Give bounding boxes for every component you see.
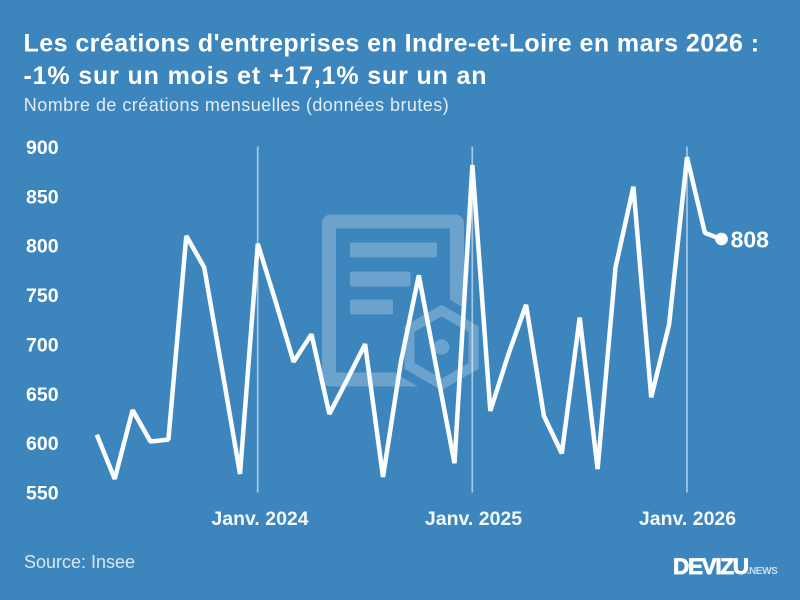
svg-text:700: 700: [26, 334, 59, 356]
svg-text:808: 808: [731, 227, 770, 253]
svg-text:Source: Insee: Source: Insee: [24, 552, 135, 572]
svg-text:650: 650: [26, 384, 59, 406]
svg-text:Nombre de créations mensuelles: Nombre de créations mensuelles (données …: [24, 95, 449, 115]
svg-text:Janv. 2026: Janv. 2026: [639, 508, 736, 530]
svg-text:.NEWS: .NEWS: [747, 566, 779, 577]
svg-text:600: 600: [26, 433, 59, 455]
svg-text:850: 850: [26, 186, 59, 208]
svg-text:Janv. 2024: Janv. 2024: [211, 508, 308, 530]
svg-text:-1% sur un mois et +17,1% sur: -1% sur un mois et +17,1% sur un an: [24, 62, 488, 90]
svg-text:800: 800: [26, 236, 59, 258]
svg-text:900: 900: [26, 137, 59, 159]
svg-text:DEVIZU: DEVIZU: [673, 554, 748, 579]
svg-text:Janv. 2025: Janv. 2025: [425, 508, 522, 530]
svg-text:550: 550: [26, 483, 59, 505]
svg-text:750: 750: [26, 285, 59, 307]
svg-text:Les créations d'entreprises en: Les créations d'entreprises en Indre-et-…: [24, 29, 760, 57]
